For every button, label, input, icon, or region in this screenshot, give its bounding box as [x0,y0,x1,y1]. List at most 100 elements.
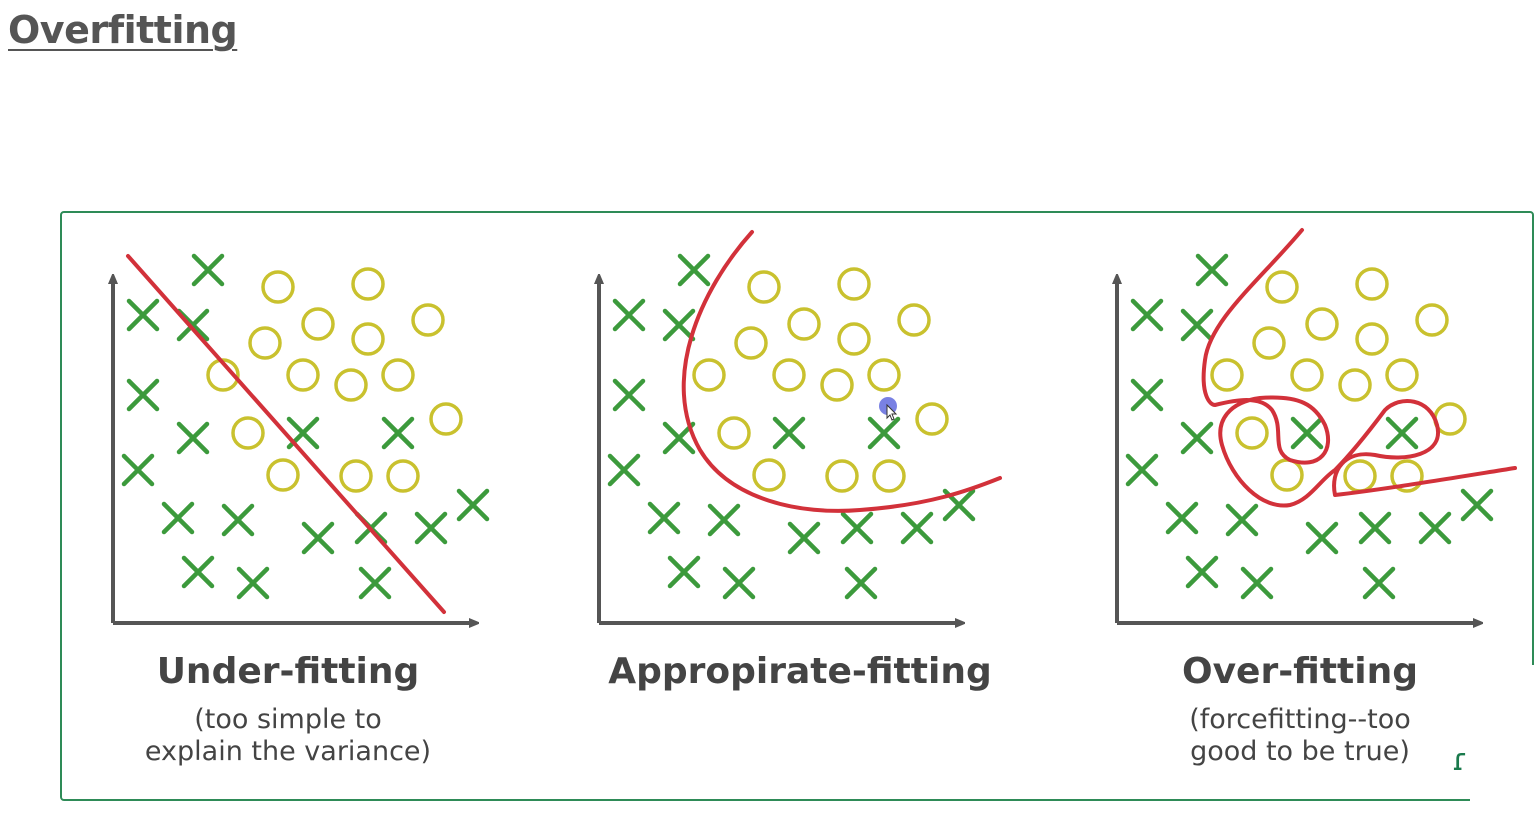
circle-point [837,267,871,301]
circle-point [261,270,295,304]
cross-point [126,378,160,412]
circle-point [1235,416,1269,450]
panel-appropriate-fitting [599,230,1002,623]
cross-point [456,488,490,522]
circle-point [231,416,265,450]
cross-point [1305,521,1339,555]
circle-point [334,368,368,402]
cross-point [867,416,901,450]
circle-point [339,459,373,493]
cross-point [772,416,806,450]
cross-point [1362,566,1396,600]
circle-point [825,459,859,493]
circle-point [1355,267,1389,301]
circle-point [266,458,300,492]
cross-point [301,521,335,555]
cross-point [1460,488,1494,522]
cross-point [1180,421,1214,455]
cross-point [358,566,392,600]
panel-under-fitting [113,253,490,623]
circle-point [717,416,751,450]
cross-point [787,521,821,555]
circle-point [897,303,931,337]
cross-point [236,566,270,600]
cross-point [612,378,646,412]
circle-point [1355,322,1389,356]
cross-point [1125,453,1159,487]
circle-point [837,322,871,356]
cross-point [707,503,741,537]
caption-title: Over-fitting [1181,651,1419,692]
circle-point [206,358,240,392]
cross-point [1130,378,1164,412]
circle-point [1252,326,1286,360]
cross-point [381,416,415,450]
cross-point [667,555,701,589]
circle-point [820,368,854,402]
mouse-pointer-icon [879,397,898,421]
gutter [1470,665,1536,828]
cross-point [161,501,195,535]
circle-point [734,326,768,360]
circle-point [1265,270,1299,304]
cross-point [1290,416,1324,450]
circle-point [301,307,335,341]
cross-point [414,511,448,545]
cross-point [176,421,210,455]
decision-boundary-curve [681,230,1002,513]
cross-point [1195,253,1229,287]
circle-point [386,459,420,493]
circle-point [1338,368,1372,402]
circle-point [1305,307,1339,341]
cross-point [221,503,255,537]
circle-point [692,358,726,392]
caption-under-fitting: Under-fitting (too simple to explain the… [88,652,488,768]
panel-over-fitting [1117,228,1517,623]
brand-logo-icon: ɾ [1452,743,1468,778]
caption-title: Under-fitting [156,651,420,692]
cross-point [900,511,934,545]
circle-point [915,402,949,436]
cross-point [1185,555,1219,589]
circle-point [1210,358,1244,392]
decision-boundary-overfit [1201,228,1517,508]
cross-point [662,308,696,342]
circle-point [1343,459,1377,493]
cross-point [1418,511,1452,545]
circle-point [351,267,385,301]
cross-point [677,253,711,287]
cross-point [722,566,756,600]
circle-point [872,459,906,493]
figure-frame [60,211,1534,801]
cross-point [1358,511,1392,545]
circle-point [286,358,320,392]
cross-point [1240,566,1274,600]
circle-point [411,303,445,337]
cross-point [612,298,646,332]
cross-point [647,501,681,535]
circle-point [1270,458,1304,492]
caption-subtitle: (forcefitting--too good to be true) [1189,704,1411,767]
cross-point [1180,308,1214,342]
cross-point [191,253,225,287]
circle-point [429,402,463,436]
cross-point [607,453,641,487]
cross-point [1225,503,1259,537]
circle-point [867,358,901,392]
circle-point [1390,459,1424,493]
cross-point [844,566,878,600]
slide-title: Overfitting [8,8,238,52]
circle-point [752,458,786,492]
circle-point [747,270,781,304]
circle-point [1415,303,1449,337]
decision-boundary-line [126,254,446,614]
circle-point [787,307,821,341]
circle-point [1290,358,1324,392]
caption-over-fitting: Over-fitting (forcefitting--too good to … [1100,652,1500,768]
circle-point [1385,358,1419,392]
circle-point [248,326,282,360]
cross-point [1130,298,1164,332]
cross-point [840,511,874,545]
cross-point [1165,501,1199,535]
